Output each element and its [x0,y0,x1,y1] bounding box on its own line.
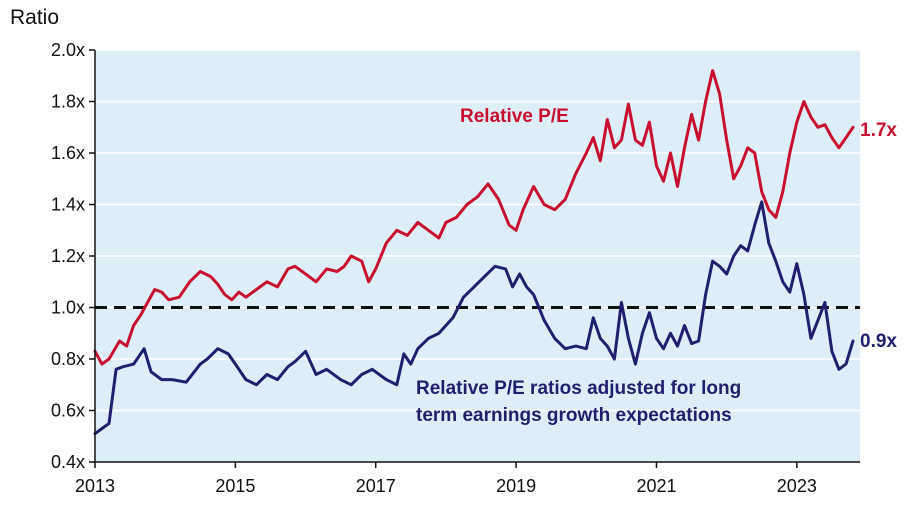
x-tick-label: 2015 [215,476,255,496]
series-label-relative-pe: Relative P/E [460,106,569,127]
y-tick-label: 1.0x [51,298,85,318]
series-layer [93,69,855,436]
y-tick-label: 0.4x [51,452,85,472]
x-tick-labels: 2013 2015 2017 2019 2021 2023 [75,462,817,496]
series-label-adjusted-line-2: term earnings growth expectations [416,405,732,426]
x-tick-label: 2019 [496,476,536,496]
end-label-adjusted: 0.9x [860,331,897,352]
x-tick-label: 2013 [75,476,115,496]
y-axis-label: Ratio [10,6,59,29]
series-label-adjusted: Relative P/E ratios adjusted for long te… [416,378,746,426]
x-tick-label: 2021 [636,476,676,496]
y-tick-label: 1.8x [51,92,85,112]
y-tick-labels: 2.0x 1.8x 1.6x 1.4x 1.2x 1.0x 0.8x 0.6x 0.4x [51,40,95,472]
y-tick-label: 0.6x [51,401,85,421]
series-label-adjusted-line-1: Relative P/E ratios adjusted for long [416,378,741,399]
x-tick-label: 2023 [777,476,817,496]
end-label-relative-pe: 1.7x [860,120,897,141]
x-tick-label: 2017 [356,476,396,496]
series-line-relative-pe [93,69,855,366]
y-tick-label: 2.0x [51,40,85,60]
y-tick-label: 1.2x [51,246,85,266]
y-tick-label: 1.4x [51,195,85,215]
y-tick-label: 0.8x [51,349,85,369]
y-tick-label: 1.6x [51,143,85,163]
series-line-adjusted [93,200,855,436]
